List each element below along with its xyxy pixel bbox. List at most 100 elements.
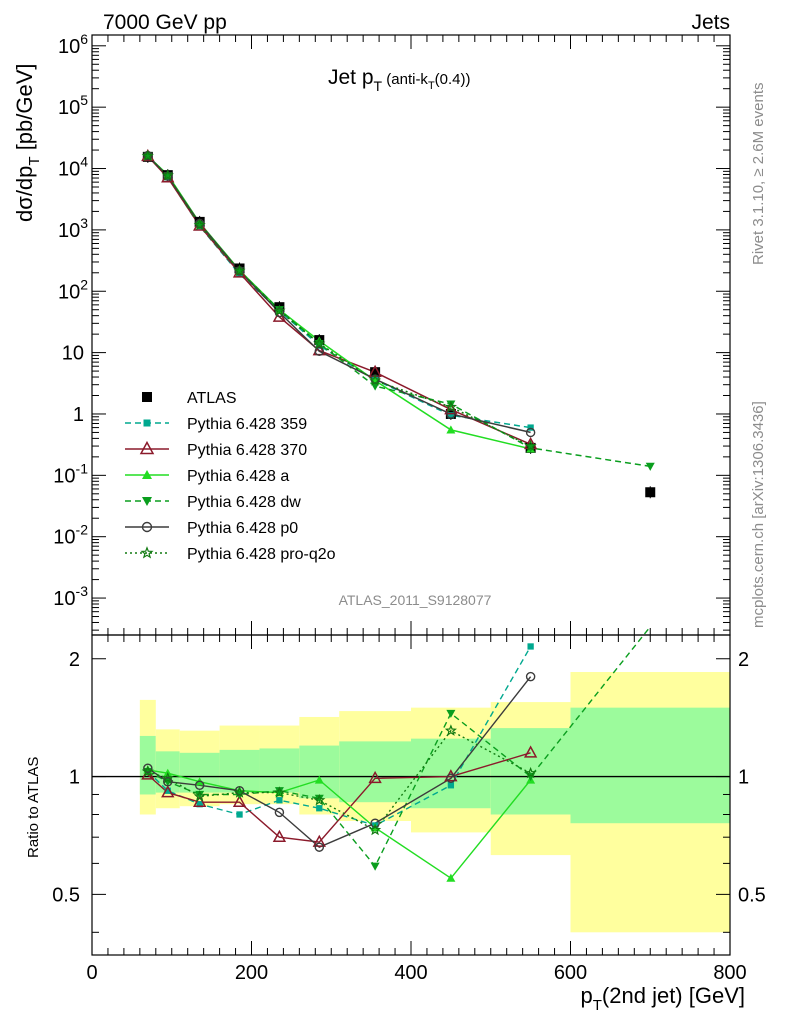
y-axis-label: dσ/dpT [pb/GeV] xyxy=(12,63,43,222)
ratio-marker-pq2o xyxy=(193,789,206,802)
series-line-p359 xyxy=(147,155,531,429)
y-tick-label: 10 xyxy=(62,343,84,365)
ratio-axis-label: Ratio to ATLAS xyxy=(25,757,42,858)
ratio-marker-pdw xyxy=(446,709,456,718)
ratio-y-tick-label-right: 1 xyxy=(738,767,749,789)
mcplots-label: mcplots.cern.ch [arXiv:1306.3436] xyxy=(750,401,767,628)
ratio-marker-pdw xyxy=(195,790,205,799)
ratio-y-tick-label-right: 2 xyxy=(738,649,749,671)
atlas-point xyxy=(645,487,656,498)
ratio-marker-pp0 xyxy=(274,807,285,818)
ratio-marker-p359 xyxy=(316,805,323,812)
ratio-marker-pdw xyxy=(274,787,284,796)
header-right: Jets xyxy=(691,11,730,34)
y-tick-label: 102 xyxy=(58,276,88,303)
legend-marker-pp0 xyxy=(141,521,153,533)
legend-label-pp0: Pythia 6.428 p0 xyxy=(187,520,298,537)
x-tick-label: 600 xyxy=(554,962,587,984)
y-tick-label: 104 xyxy=(58,154,88,181)
marker-pp0 xyxy=(525,427,536,438)
ratio-marker-p359 xyxy=(196,801,203,808)
x-tick-label: 800 xyxy=(713,962,746,984)
marker-pp0 xyxy=(314,346,325,357)
ratio-marker-p370 xyxy=(232,794,247,808)
ratio-band-green xyxy=(411,738,491,809)
ratio-band-green xyxy=(219,749,260,793)
ratio-marker-pq2o xyxy=(524,766,537,779)
legend-label-p359: Pythia 6.428 359 xyxy=(187,416,307,433)
main-frame xyxy=(91,34,731,636)
ratio-marker-p359 xyxy=(276,797,283,804)
x-tick-label: 0 xyxy=(86,962,97,984)
marker-p359 xyxy=(527,424,534,431)
y-tick-label: 103 xyxy=(58,215,88,242)
marker-pq2o xyxy=(273,304,286,316)
ratio-marker-p359 xyxy=(236,811,243,818)
marker-pp0 xyxy=(274,307,285,318)
legend-marker-pdw xyxy=(142,497,152,506)
ratio-marker-pp0 xyxy=(194,780,205,791)
ratio-marker-pq2o xyxy=(444,724,457,736)
ratio-marker-p370 xyxy=(523,745,538,758)
ratio-marker-pp0 xyxy=(314,842,325,852)
marker-p370 xyxy=(312,343,326,356)
rivet-label: Rivet 3.1.10, ≥ 2.6M events xyxy=(750,83,767,266)
legend-marker-pq2o xyxy=(140,546,154,559)
ratio-marker-pa xyxy=(446,873,456,882)
x-tick-label: 400 xyxy=(394,962,427,984)
y-tick-label: 105 xyxy=(58,92,88,119)
marker-pa xyxy=(446,425,456,434)
marker-pq2o xyxy=(313,337,326,349)
legend-label-p370: Pythia 6.428 370 xyxy=(187,442,307,459)
marker-pq2o xyxy=(141,149,154,162)
ratio-marker-pq2o xyxy=(273,786,286,798)
legend-label-pdw: Pythia 6.428 dw xyxy=(187,494,301,511)
legend-marker-atlas xyxy=(142,392,152,402)
legend-marker-pa xyxy=(142,470,152,479)
marker-pq2o xyxy=(193,218,206,231)
ratio-marker-pq2o xyxy=(161,771,174,784)
ratio-marker-pdw xyxy=(370,862,380,871)
ratio-y-tick-label-right: 0.5 xyxy=(738,884,766,906)
ratio-marker-pp0 xyxy=(525,671,536,682)
marker-pq2o xyxy=(369,374,382,386)
ratio-marker-pp0 xyxy=(446,773,456,784)
legend-label-pa: Pythia 6.428 a xyxy=(187,468,289,485)
marker-pq2o xyxy=(233,264,246,277)
chart-title: Jet pT (anti-kT(0.4)) xyxy=(328,66,471,94)
x-axis-label: pT(2nd jet) [GeV] xyxy=(581,983,746,1014)
ratio-marker-pq2o xyxy=(313,793,326,806)
ratio-marker-pp0 xyxy=(163,776,173,787)
ratio-line-p370 xyxy=(147,752,531,843)
ratio-band-green xyxy=(259,748,300,793)
ratio-y-tick-label: 1 xyxy=(69,767,80,789)
atlas-point xyxy=(370,367,381,378)
ratio-line-pp0 xyxy=(147,676,532,849)
series-line-pq2o xyxy=(147,155,531,447)
marker-pdw xyxy=(645,462,655,471)
marker-pdw xyxy=(274,306,284,315)
analysis-id: ATLAS_2011_S9128077 xyxy=(339,592,492,608)
legend-marker-p370 xyxy=(139,440,155,455)
y-tick-label: 1 xyxy=(73,404,84,426)
ratio-y-tick-label: 2 xyxy=(69,649,80,671)
y-tick-label: 106 xyxy=(58,31,88,58)
marker-pq2o xyxy=(161,169,174,181)
ratio-marker-p370 xyxy=(368,770,382,784)
ratio-band-green xyxy=(299,745,340,799)
ratio-marker-pp0 xyxy=(143,763,153,774)
legend-marker-p359 xyxy=(143,419,151,427)
marker-pp0 xyxy=(446,409,456,419)
y-tick-label: 10-2 xyxy=(53,522,88,549)
y-tick-label: 10-3 xyxy=(53,583,88,610)
ratio-marker-p359 xyxy=(164,787,171,794)
ratio-marker-pp0 xyxy=(370,818,380,828)
ratio-marker-pdw xyxy=(314,794,324,803)
ratio-marker-pq2o xyxy=(233,786,246,798)
ratio-marker-p359 xyxy=(527,643,534,650)
ratio-marker-p370 xyxy=(272,829,287,842)
x-tick-label: 200 xyxy=(235,962,268,984)
header-left: 7000 GeV pp xyxy=(103,11,227,34)
ratio-marker-p370 xyxy=(192,794,207,808)
